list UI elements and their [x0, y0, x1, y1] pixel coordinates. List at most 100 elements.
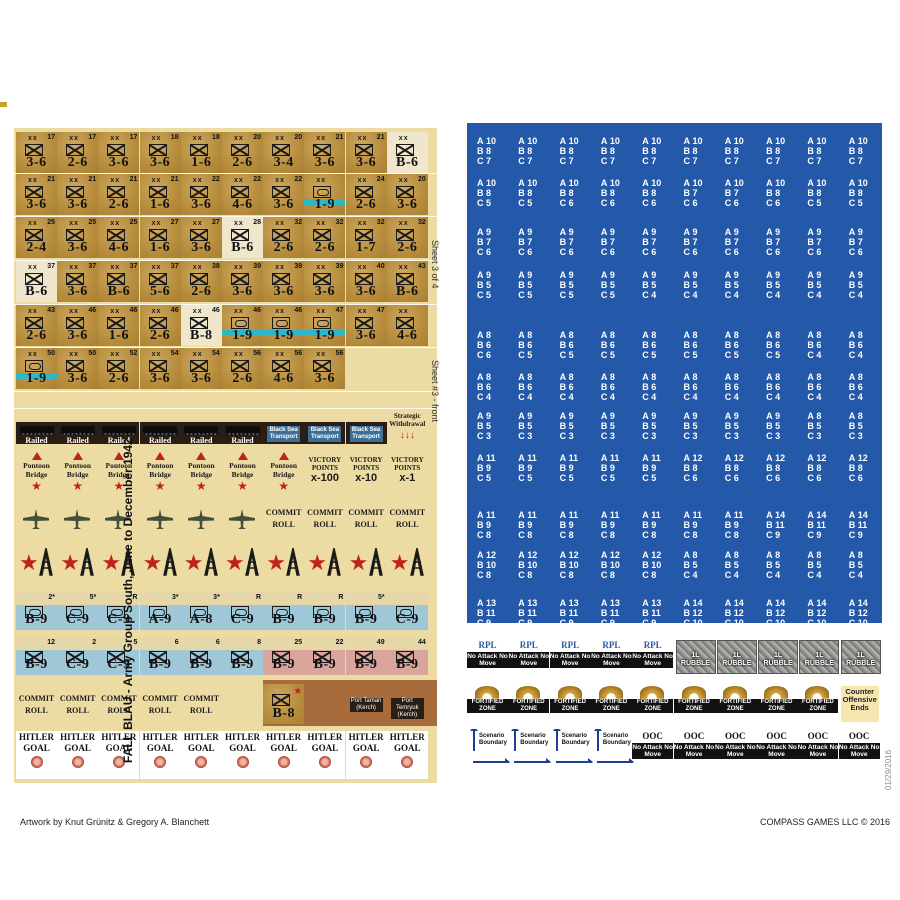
step-marker[interactable]: A 10 B 7 C 6 [684, 178, 725, 208]
fortified-zone-marker[interactable]: FORTIFIED ZONE [590, 686, 632, 716]
unit-counter[interactable]: xx 37 B-6 [16, 261, 57, 302]
unit-counter[interactable]: xx 21 1-6 [139, 174, 181, 215]
rpl-marker[interactable]: RPL No Attack No Move [467, 640, 508, 670]
guards-unit-counter[interactable]: 6 B-9 [180, 637, 222, 675]
railed-marker[interactable]: Railed [139, 422, 181, 444]
railed-marker[interactable]: Railed [180, 422, 222, 444]
oil-objective-marker[interactable]: ★ [387, 544, 428, 586]
oil-objective-marker[interactable]: ★ [57, 544, 98, 586]
guards-unit-counter[interactable]: 6 B-9 [139, 637, 181, 675]
step-marker[interactable]: A 12 B 10 C 8 [518, 550, 559, 580]
step-marker[interactable]: A 10 B 8 C 7 [518, 136, 559, 166]
unit-counter[interactable]: xx 21 3-6 [16, 174, 57, 215]
railed-marker[interactable]: Railed [16, 422, 57, 444]
step-marker[interactable]: A 11 B 9 C 5 [518, 453, 559, 483]
unit-counter[interactable]: xx 39 3-6 [304, 261, 346, 302]
step-marker[interactable]: A 14 B 11 C 9 [849, 510, 882, 540]
scenario-boundary-marker[interactable]: Scenario Boundary [469, 729, 510, 763]
rubble-marker[interactable]: 1L RUBBLE [675, 640, 716, 674]
rpl-marker[interactable]: RPL No Attack No Move [590, 640, 632, 670]
step-marker[interactable]: A 11 B 9 C 8 [601, 510, 642, 540]
unit-counter[interactable]: xx 46 1-6 [98, 305, 140, 346]
unit-counter[interactable]: xx 21 3-6 [304, 132, 346, 173]
ooc-marker[interactable]: OOC No Attack No Move [632, 731, 674, 761]
unit-counter[interactable]: xx 47 3-6 [345, 305, 387, 346]
step-marker[interactable]: A 11 B 9 C 8 [518, 510, 559, 540]
rpl-marker[interactable]: RPL No Attack No Move [508, 640, 550, 670]
counter-offensive-marker[interactable]: Counter Offensive Ends [840, 686, 879, 722]
step-marker[interactable]: A 10 B 8 C 6 [560, 178, 601, 208]
fortified-zone-marker[interactable]: FORTIFIED ZONE [756, 686, 798, 716]
unit-counter[interactable]: xx 21 2-6 [98, 174, 140, 215]
guards-unit-counter[interactable]: 44 B-9 [386, 637, 428, 675]
ooc-marker[interactable]: OOC No Attack No Move [838, 731, 880, 761]
unit-counter[interactable]: xx 32 2-6 [386, 217, 428, 258]
commit-roll-marker[interactable]: COMMIT ROLL [346, 508, 387, 534]
victory-points-marker[interactable]: VICTORY POINTS x-100 [304, 456, 345, 492]
unit-counter[interactable]: xx 21 3-6 [57, 174, 99, 215]
guards-unit-counter[interactable]: 5* B-9 [345, 592, 387, 630]
step-marker[interactable]: A 11 B 9 C 5 [560, 453, 601, 483]
step-marker[interactable]: A 12 B 10 C 8 [477, 550, 518, 580]
air-unit-marker[interactable] [57, 500, 98, 542]
step-marker[interactable]: A 14 B 11 C 9 [766, 510, 807, 540]
port-marker[interactable]: Port Taman (Kerch) [345, 684, 387, 724]
unit-counter[interactable]: xx 17 2-6 [57, 132, 99, 173]
guards-unit-counter[interactable]: R B-9 [304, 592, 346, 630]
step-marker[interactable]: A 10 B 8 C 7 [849, 136, 882, 166]
commit-roll-marker[interactable]: COMMIT ROLL [304, 508, 345, 534]
unit-counter[interactable]: xx 50 3-6 [57, 348, 99, 389]
step-marker[interactable]: A 10 B 8 C 5 [849, 178, 882, 208]
guards-unit-counter[interactable]: C-9 [386, 592, 428, 630]
fortified-zone-marker[interactable]: FORTIFIED ZONE [508, 686, 550, 716]
commit-roll-marker[interactable]: COMMIT ROLL [57, 694, 98, 720]
step-marker[interactable]: A 11 B 9 C 5 [642, 453, 683, 483]
pontoon-bridge-marker[interactable]: Pontoon Bridge ★ [98, 450, 139, 494]
fortified-zone-marker[interactable]: FORTIFIED ZONE [632, 686, 674, 716]
step-marker[interactable]: A 11 B 9 C 5 [601, 453, 642, 483]
unit-counter[interactable]: xx 37 B-6 [98, 261, 140, 302]
guards-unit-counter[interactable]: 5* C-9 [57, 592, 99, 630]
fortified-zone-marker[interactable]: FORTIFIED ZONE [714, 686, 756, 716]
fortified-zone-marker[interactable]: FORTIFIED ZONE [797, 686, 839, 716]
unit-counter[interactable]: xx 37 3-6 [57, 261, 99, 302]
unit-counter[interactable]: xx B-6 [386, 132, 428, 173]
guards-unit-counter[interactable]: 22 B-9 [304, 637, 346, 675]
step-marker[interactable]: A 11 B 9 C 8 [684, 510, 725, 540]
victory-points-marker[interactable]: VICTORY POINTS x-10 [346, 456, 387, 492]
unit-counter[interactable]: xx 27 1-6 [139, 217, 181, 258]
step-marker[interactable]: A 14 B 12 C 10 [725, 598, 766, 623]
special-unit-counter[interactable]: ★ B-8 [263, 684, 305, 724]
unit-counter[interactable]: xx 20 3-6 [386, 174, 428, 215]
oil-objective-marker[interactable]: ★ [140, 544, 181, 586]
hitler-goal-marker[interactable]: HITLER GOAL [345, 731, 387, 779]
unit-counter[interactable]: xx 27 3-6 [180, 217, 222, 258]
air-unit-marker[interactable] [98, 500, 139, 542]
oil-objective-marker[interactable]: ★ [98, 544, 139, 586]
oil-objective-marker[interactable]: ★ [346, 544, 387, 586]
step-marker[interactable]: A 11 B 9 C 8 [560, 510, 601, 540]
fortified-zone-marker[interactable]: FORTIFIED ZONE [673, 686, 715, 716]
step-marker[interactable]: A 12 B 10 C 8 [560, 550, 601, 580]
step-marker[interactable]: A 10 B 8 C 7 [642, 136, 683, 166]
unit-counter[interactable]: xx 43 2-6 [16, 305, 57, 346]
